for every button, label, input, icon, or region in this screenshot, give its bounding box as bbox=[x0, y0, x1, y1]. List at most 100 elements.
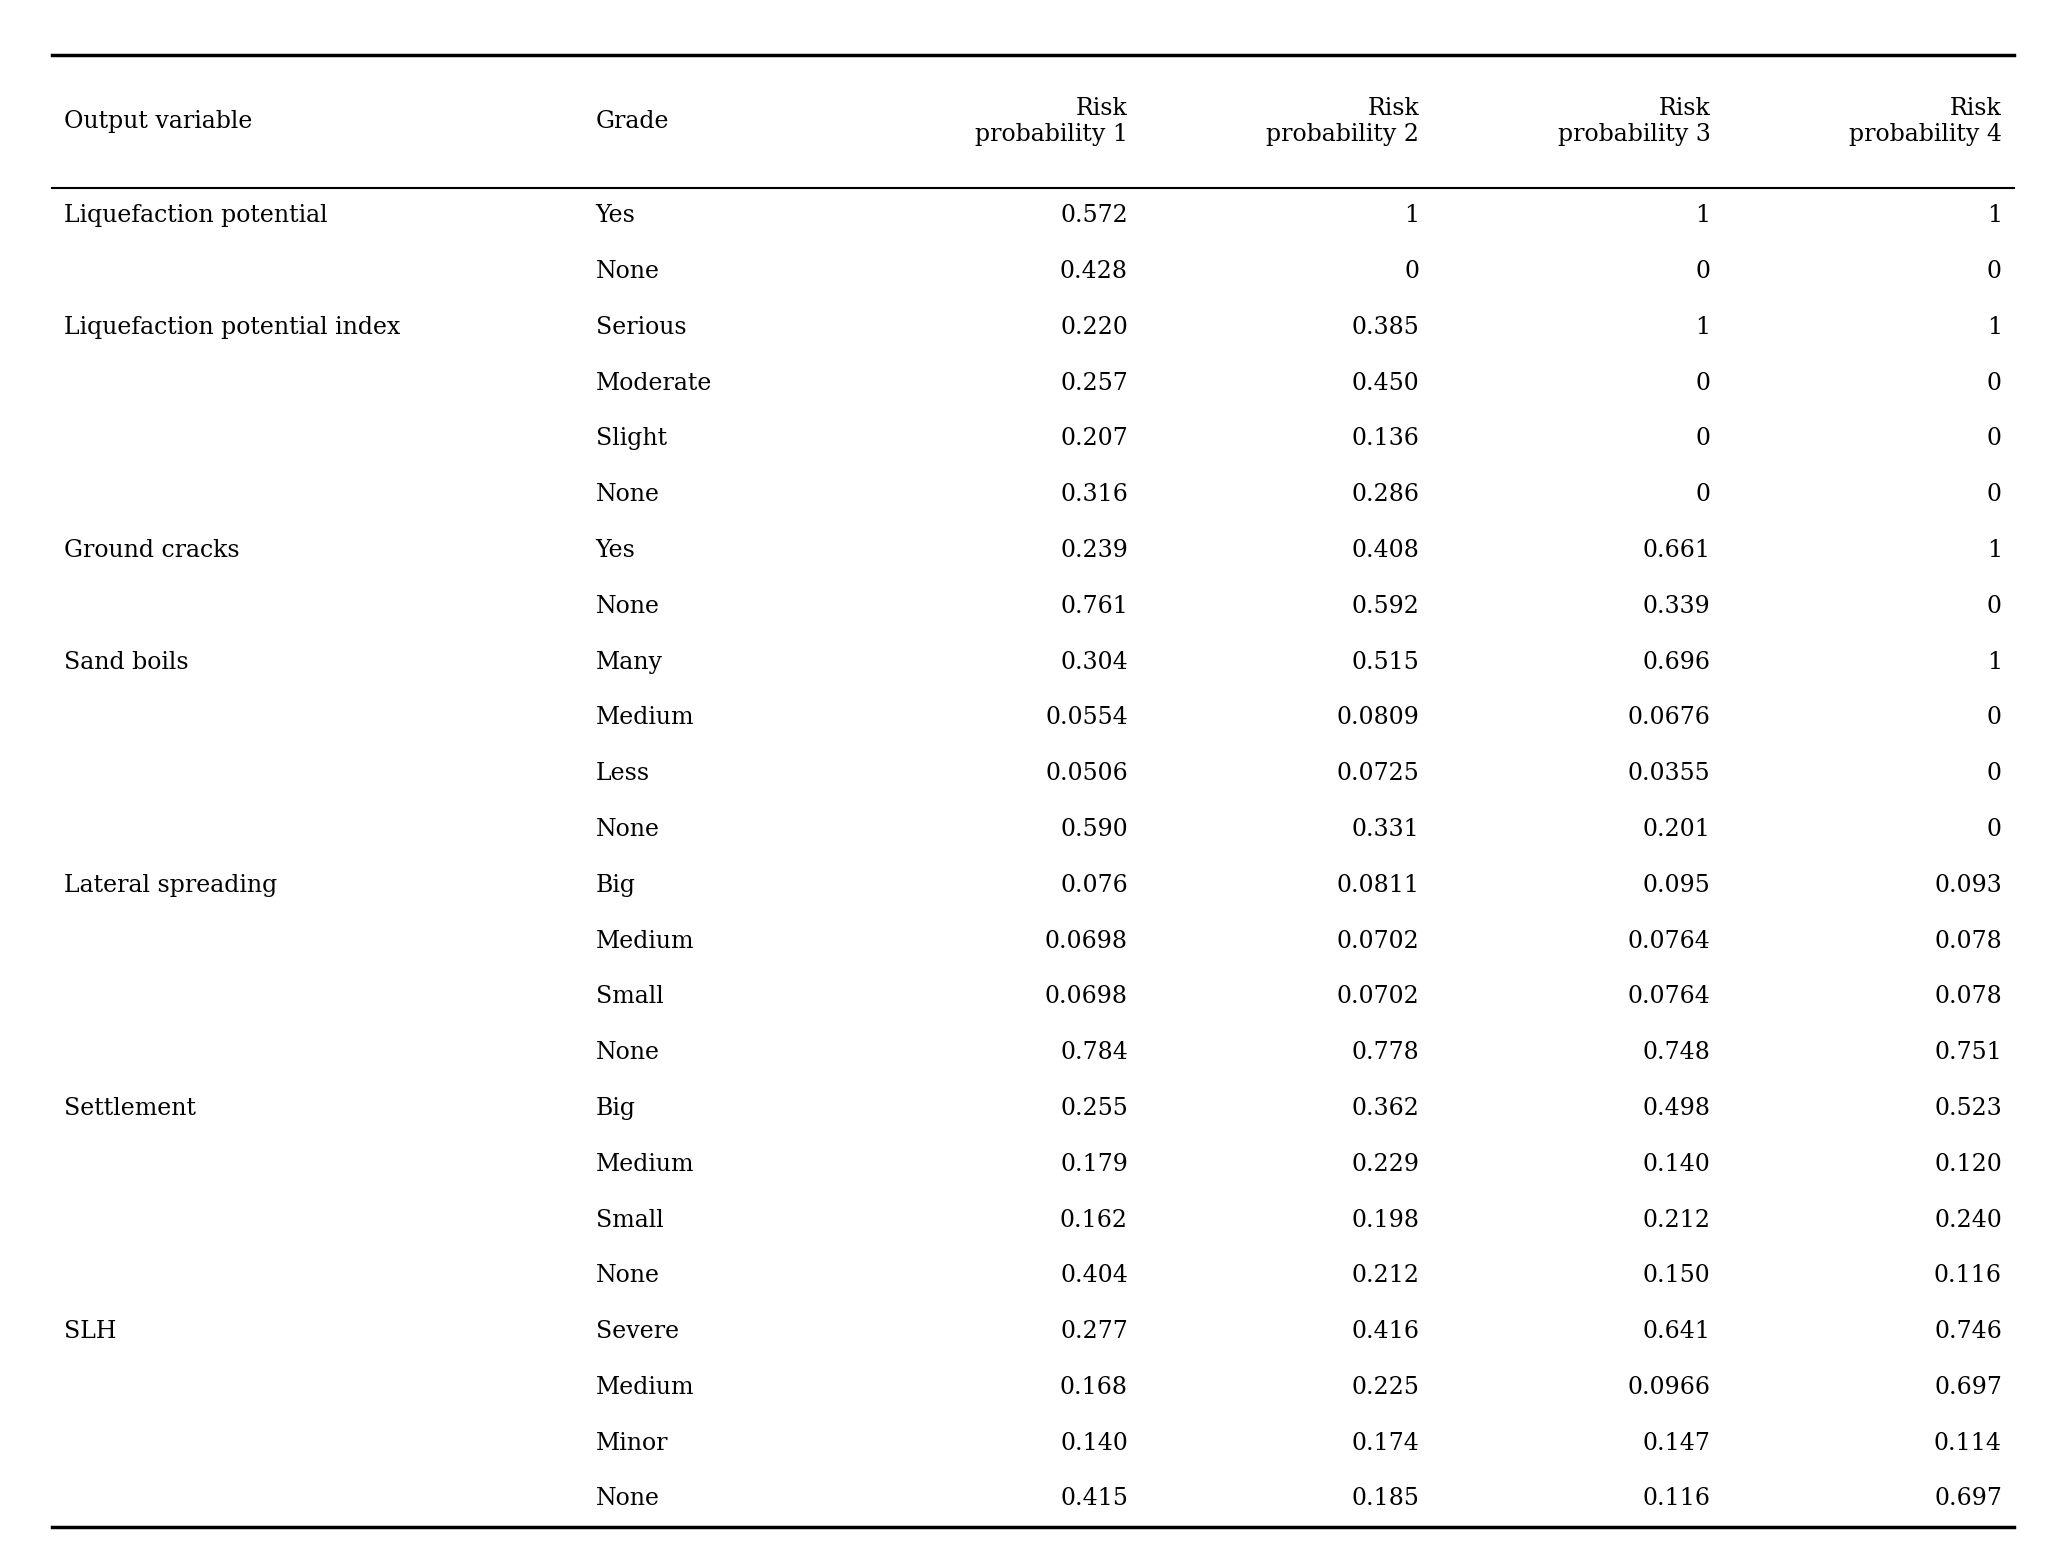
Text: 0.523: 0.523 bbox=[1934, 1096, 2002, 1120]
Text: 0.572: 0.572 bbox=[1060, 204, 1128, 227]
Text: Slight: Slight bbox=[595, 428, 667, 451]
Text: 1: 1 bbox=[1987, 316, 2002, 338]
Text: 0.240: 0.240 bbox=[1934, 1209, 2002, 1231]
Text: Big: Big bbox=[595, 874, 636, 897]
Text: 0: 0 bbox=[1987, 428, 2002, 451]
Text: 0.0764: 0.0764 bbox=[1628, 930, 1711, 952]
Text: 0.136: 0.136 bbox=[1351, 428, 1419, 451]
Text: 0: 0 bbox=[1405, 260, 1419, 283]
Text: 0.515: 0.515 bbox=[1351, 650, 1419, 673]
Text: Many: Many bbox=[595, 650, 663, 673]
Text: Big: Big bbox=[595, 1096, 636, 1120]
Text: 0.0809: 0.0809 bbox=[1337, 706, 1419, 730]
Text: Grade: Grade bbox=[595, 110, 669, 133]
Text: 0.784: 0.784 bbox=[1060, 1041, 1128, 1065]
Text: 0: 0 bbox=[1987, 484, 2002, 506]
Text: 0.078: 0.078 bbox=[1934, 930, 2002, 952]
Text: 0.641: 0.641 bbox=[1642, 1320, 1711, 1344]
Text: Minor: Minor bbox=[595, 1431, 667, 1455]
Text: 1: 1 bbox=[1987, 204, 2002, 227]
Text: 0.331: 0.331 bbox=[1351, 817, 1419, 841]
Text: Medium: Medium bbox=[595, 930, 694, 952]
Text: 0.0676: 0.0676 bbox=[1628, 706, 1711, 730]
Text: 0.239: 0.239 bbox=[1060, 539, 1128, 562]
Text: 0.416: 0.416 bbox=[1351, 1320, 1419, 1344]
Text: 0.0764: 0.0764 bbox=[1628, 985, 1711, 1009]
Text: 1: 1 bbox=[1405, 204, 1419, 227]
Text: None: None bbox=[595, 1488, 659, 1511]
Text: 0.751: 0.751 bbox=[1934, 1041, 2002, 1065]
Text: 0.590: 0.590 bbox=[1060, 817, 1128, 841]
Text: 0.201: 0.201 bbox=[1642, 817, 1711, 841]
Text: 1: 1 bbox=[1987, 650, 2002, 673]
Text: 0.179: 0.179 bbox=[1060, 1153, 1128, 1176]
Text: 0: 0 bbox=[1987, 595, 2002, 619]
Text: None: None bbox=[595, 595, 659, 619]
Text: 0.212: 0.212 bbox=[1351, 1264, 1419, 1287]
Text: 0.277: 0.277 bbox=[1060, 1320, 1128, 1344]
Text: 0.212: 0.212 bbox=[1642, 1209, 1711, 1231]
Text: 0.0966: 0.0966 bbox=[1628, 1377, 1711, 1398]
Text: 0.116: 0.116 bbox=[1934, 1264, 2002, 1287]
Text: 0.0702: 0.0702 bbox=[1337, 930, 1419, 952]
Text: None: None bbox=[595, 484, 659, 506]
Text: 0.408: 0.408 bbox=[1351, 539, 1419, 562]
Text: 0.697: 0.697 bbox=[1934, 1488, 2002, 1511]
Text: Risk
probability 1: Risk probability 1 bbox=[975, 97, 1128, 146]
Text: None: None bbox=[595, 260, 659, 283]
Text: SLH: SLH bbox=[64, 1320, 116, 1344]
Text: 0.286: 0.286 bbox=[1351, 484, 1419, 506]
Text: 0.696: 0.696 bbox=[1642, 650, 1711, 673]
Text: 0.225: 0.225 bbox=[1351, 1377, 1419, 1398]
Text: None: None bbox=[595, 1264, 659, 1287]
Text: 0.174: 0.174 bbox=[1351, 1431, 1419, 1455]
Text: 0.255: 0.255 bbox=[1060, 1096, 1128, 1120]
Text: Ground cracks: Ground cracks bbox=[64, 539, 240, 562]
Text: 0.415: 0.415 bbox=[1060, 1488, 1128, 1511]
Text: 0.746: 0.746 bbox=[1934, 1320, 2002, 1344]
Text: 0.150: 0.150 bbox=[1642, 1264, 1711, 1287]
Text: 0: 0 bbox=[1987, 260, 2002, 283]
Text: 1: 1 bbox=[1696, 316, 1711, 338]
Text: 1: 1 bbox=[1696, 204, 1711, 227]
Text: Medium: Medium bbox=[595, 1153, 694, 1176]
Text: 0.147: 0.147 bbox=[1642, 1431, 1711, 1455]
Text: 0.498: 0.498 bbox=[1642, 1096, 1711, 1120]
Text: 0: 0 bbox=[1987, 371, 2002, 395]
Text: 0: 0 bbox=[1696, 260, 1711, 283]
Text: Moderate: Moderate bbox=[595, 371, 713, 395]
Text: 0: 0 bbox=[1696, 484, 1711, 506]
Text: 0.304: 0.304 bbox=[1060, 650, 1128, 673]
Text: 0.257: 0.257 bbox=[1060, 371, 1128, 395]
Text: Lateral spreading: Lateral spreading bbox=[64, 874, 277, 897]
Text: 0.748: 0.748 bbox=[1642, 1041, 1711, 1065]
Text: Serious: Serious bbox=[595, 316, 686, 338]
Text: 0: 0 bbox=[1987, 763, 2002, 785]
Text: Liquefaction potential: Liquefaction potential bbox=[64, 204, 328, 227]
Text: 0.220: 0.220 bbox=[1060, 316, 1128, 338]
Text: Output variable: Output variable bbox=[64, 110, 252, 133]
Text: 0: 0 bbox=[1696, 428, 1711, 451]
Text: 0.078: 0.078 bbox=[1934, 985, 2002, 1009]
Text: 0.0506: 0.0506 bbox=[1045, 763, 1128, 785]
Text: 0.362: 0.362 bbox=[1351, 1096, 1419, 1120]
Text: Small: Small bbox=[595, 985, 663, 1009]
Text: 0.697: 0.697 bbox=[1934, 1377, 2002, 1398]
Text: 0.229: 0.229 bbox=[1351, 1153, 1419, 1176]
Text: 0.114: 0.114 bbox=[1934, 1431, 2002, 1455]
Text: 0.0725: 0.0725 bbox=[1337, 763, 1419, 785]
Text: Risk
probability 2: Risk probability 2 bbox=[1266, 97, 1419, 146]
Text: 0.339: 0.339 bbox=[1642, 595, 1711, 619]
Text: Settlement: Settlement bbox=[64, 1096, 196, 1120]
Text: 0.168: 0.168 bbox=[1060, 1377, 1128, 1398]
Text: Yes: Yes bbox=[595, 539, 636, 562]
Text: 0.140: 0.140 bbox=[1060, 1431, 1128, 1455]
Text: 0.0702: 0.0702 bbox=[1337, 985, 1419, 1009]
Text: 0: 0 bbox=[1987, 817, 2002, 841]
Text: 0: 0 bbox=[1696, 371, 1711, 395]
Text: 0.0811: 0.0811 bbox=[1337, 874, 1419, 897]
Text: Small: Small bbox=[595, 1209, 663, 1231]
Text: 0.316: 0.316 bbox=[1060, 484, 1128, 506]
Text: 0.207: 0.207 bbox=[1060, 428, 1128, 451]
Text: Severe: Severe bbox=[595, 1320, 680, 1344]
